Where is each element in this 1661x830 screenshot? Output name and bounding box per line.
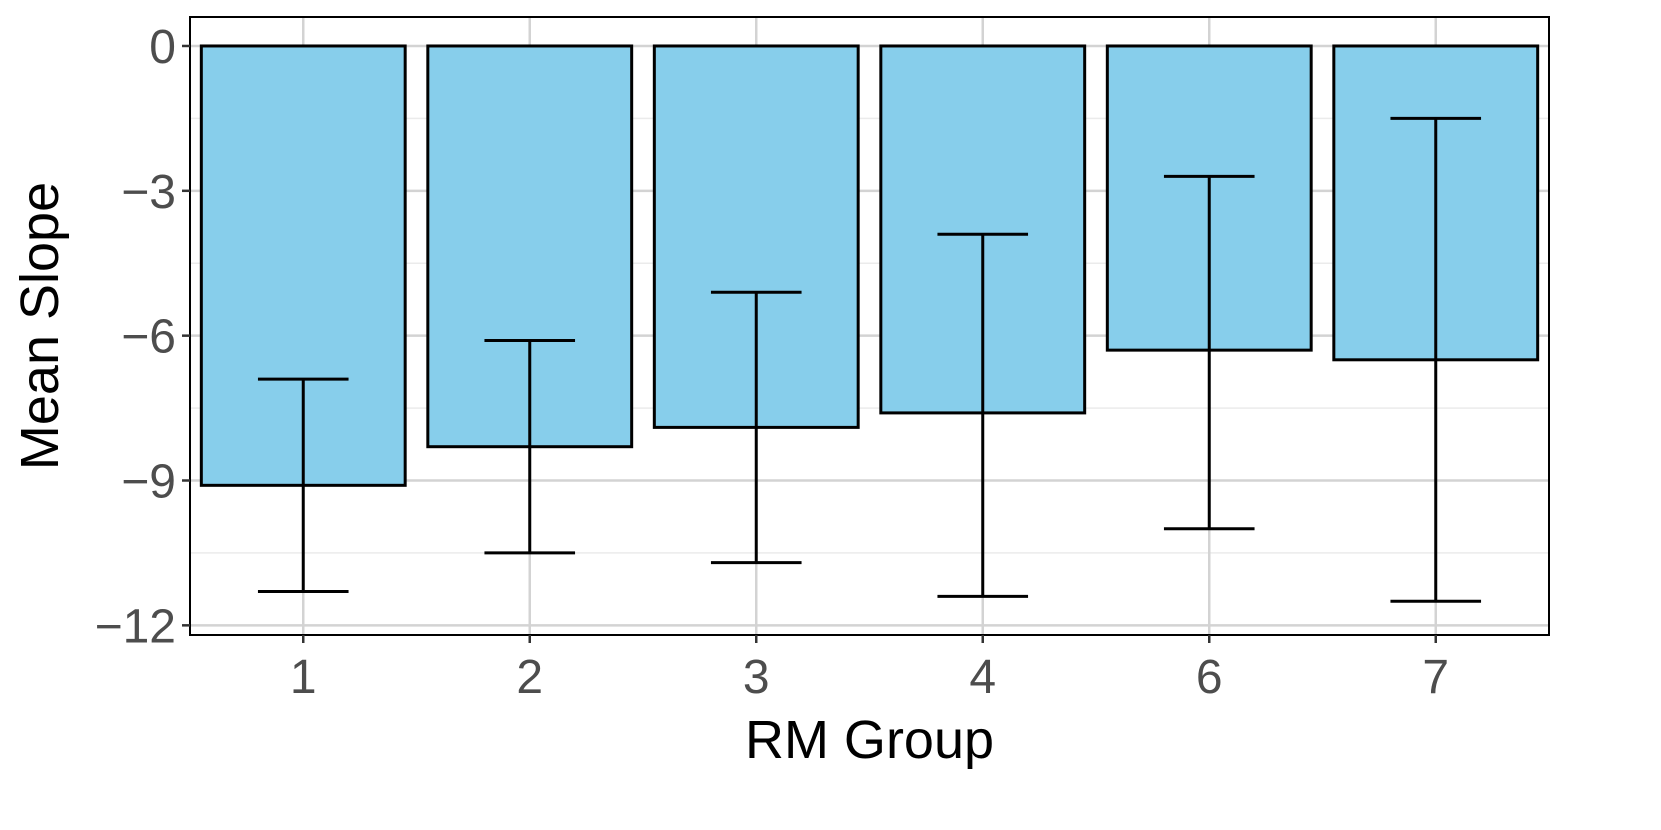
x-tick-label: 3 <box>743 651 770 704</box>
y-tick-label: −12 <box>95 600 176 653</box>
error-bar <box>257 377 349 594</box>
error-bars <box>257 116 1482 603</box>
y-tick-label: −3 <box>121 166 176 219</box>
bars <box>199 44 1540 487</box>
x-tick-label: 7 <box>1422 651 1449 704</box>
error-bar <box>937 232 1029 598</box>
y-tick-label: −6 <box>121 311 176 364</box>
y-tick-label: −9 <box>121 456 176 509</box>
x-tick-label: 2 <box>516 651 543 704</box>
x-tick-label: 4 <box>969 651 996 704</box>
error-bar <box>710 290 802 565</box>
x-tick-label: 1 <box>290 651 317 704</box>
x-tick-label: 6 <box>1196 651 1223 704</box>
y-tick-label: 0 <box>149 21 176 74</box>
error-bar <box>484 338 576 555</box>
error-bar <box>1163 174 1255 531</box>
x-axis-title: RM Group <box>745 710 994 770</box>
x-axis-ticks: 1 2 3 4 6 7 <box>290 635 1449 704</box>
y-axis-ticks: 0 −3 −6 −9 −12 <box>95 21 190 653</box>
y-axis-title: Mean Slope <box>10 182 70 470</box>
panel-border <box>189 16 1550 636</box>
error-bar <box>1390 116 1482 603</box>
